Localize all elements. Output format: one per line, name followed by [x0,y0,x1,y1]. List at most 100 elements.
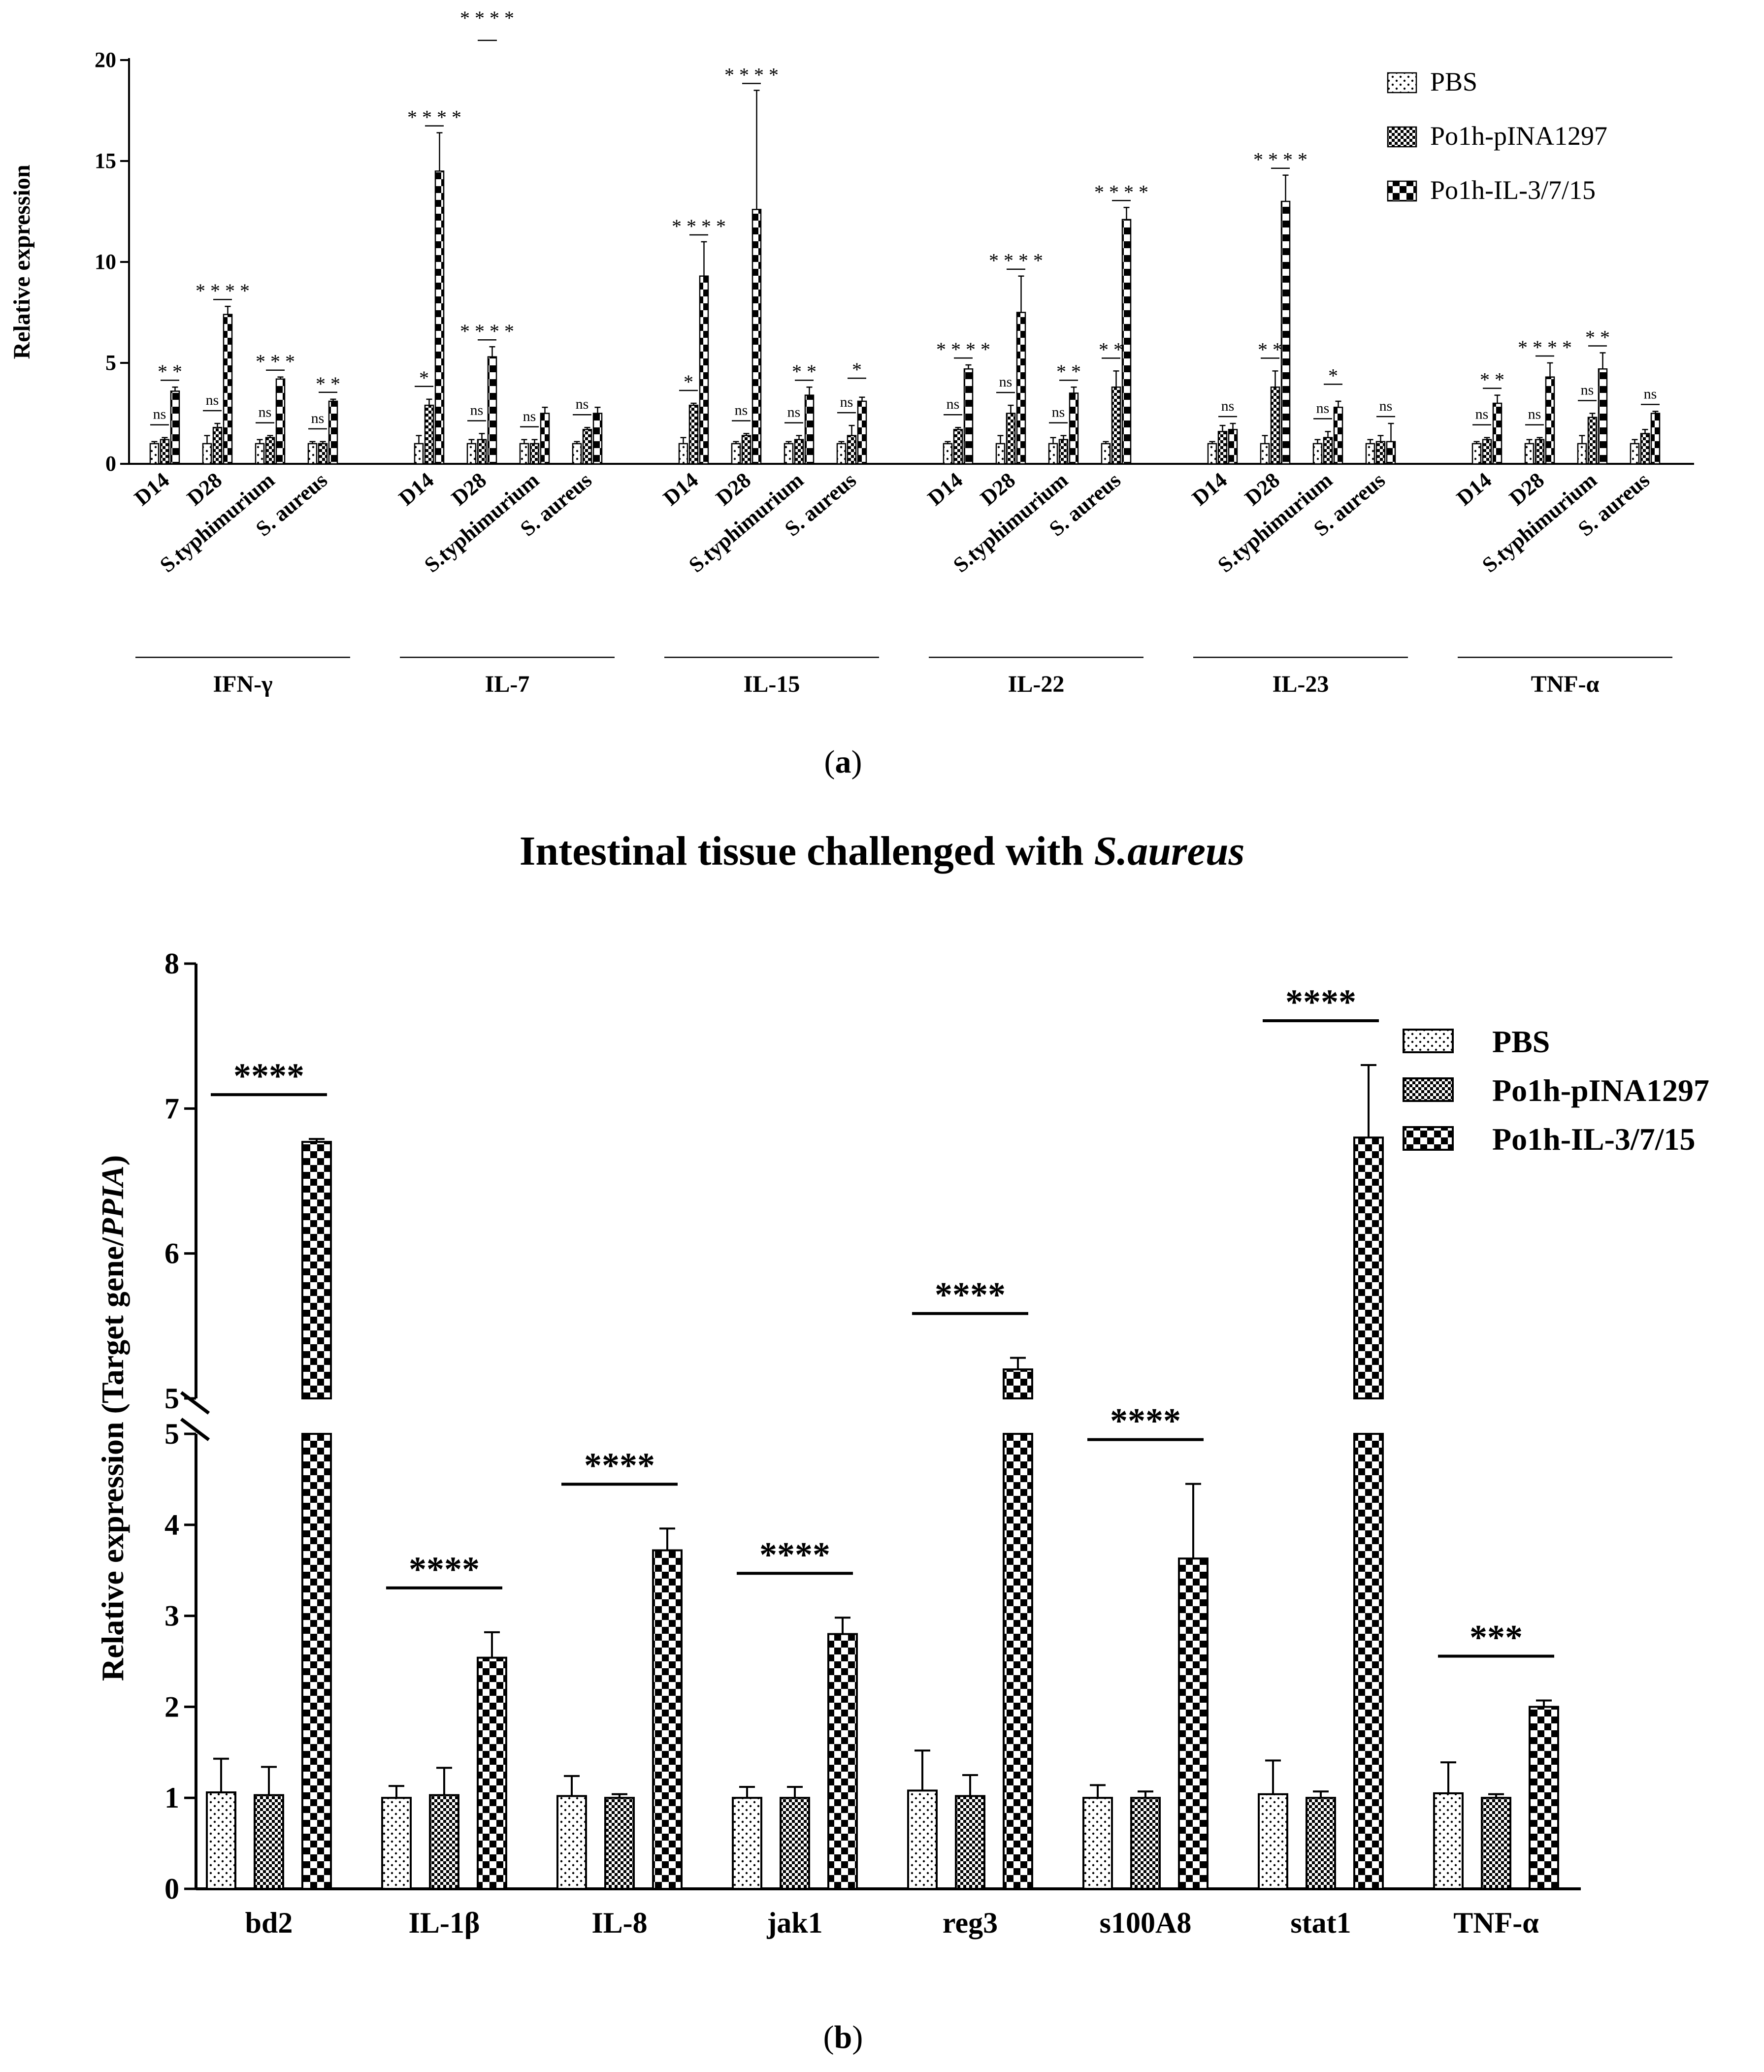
bar [170,390,180,465]
sig-label: **** [584,1446,655,1485]
bar [907,1789,938,1890]
bar [1069,392,1079,465]
bar [1228,429,1238,465]
bar [1323,437,1333,465]
x-tick-label: D28 [711,468,755,510]
sig-label: ns [1581,382,1594,398]
y-tick-label: 0 [164,1873,179,1905]
x-tick-label: D14 [658,468,703,510]
bar [1353,1136,1384,1399]
x-tick-label: IL-1β [409,1907,480,1939]
legend-label: Po1h-IL-3/7/15 [1492,1122,1695,1157]
sig-label: * * [1480,369,1504,391]
sig-label: * [1328,364,1338,387]
y-tick-label: 5 [164,1382,179,1415]
legend-swatch [1403,1077,1454,1102]
y-tick-label: 3 [164,1600,179,1632]
bar [414,443,424,465]
sig-label: * * * * [460,7,514,29]
bar [1433,1792,1464,1890]
legend-swatch [1387,180,1417,202]
x-tick-label: D14 [1452,468,1496,510]
sig-label: ns [1221,398,1235,414]
x-tick-label: jak1 [766,1907,822,1939]
bar [741,435,751,465]
bar [1260,443,1270,465]
axis-break-mark [180,1391,210,1415]
sig-label: * * * * [407,106,461,129]
chart-b-title-text: Intestinal tissue challenged with [519,828,1094,874]
sig-label: * * [1258,338,1282,360]
bar [780,1797,810,1890]
bar [827,1633,858,1890]
sig-label: ns [1528,406,1541,422]
y-tick-label: 1 [164,1781,179,1814]
group-label: IL-23 [1273,671,1329,697]
bar [963,368,974,465]
bar [943,443,953,465]
bar [477,1656,507,1890]
bar [1630,443,1640,465]
x-tick-label: stat1 [1290,1907,1351,1939]
legend-label: PBS [1430,67,1477,97]
y-tick-label: 5 [105,351,116,375]
x-tick-label: D14 [1187,468,1232,510]
y-tick-label: 5 [164,1418,179,1450]
y-tick-label: 4 [164,1509,179,1541]
bar [731,443,741,465]
y-axis-label: Relative expression (Target gene/PPIA) [95,1155,130,1681]
sig-label: ns [576,396,589,412]
sig-label: **** [759,1535,830,1574]
x-tick-label: D14 [923,468,967,510]
sig-label: * [852,358,862,381]
bar [804,394,815,465]
bar [1386,441,1396,465]
sig-label: * * [316,373,340,395]
bar [1111,386,1121,465]
caption-b: (b) [823,2019,863,2055]
bar [1130,1797,1161,1890]
bar [149,443,160,465]
sig-label: * * [1056,360,1081,383]
bar [255,443,265,465]
bar [212,426,223,465]
bar [1058,439,1069,465]
y-tick-label: 2 [164,1690,179,1723]
sig-label: ns [1316,400,1330,416]
bar [519,443,529,465]
sig-label: * * * [256,351,295,373]
bar [1529,1706,1559,1890]
bar-lower-segment [1003,1433,1033,1890]
sig-label: * [419,367,429,389]
sig-label: ns [947,396,960,412]
x-tick-label: reg3 [943,1907,998,1939]
bar [1258,1793,1288,1890]
bar [1207,443,1217,465]
bar [1650,413,1661,465]
bar [604,1797,635,1890]
legend-swatch [1387,72,1417,94]
bar [1270,386,1280,465]
y-tick-label: 15 [95,149,116,173]
bar [582,429,592,465]
sig-label: ns [311,410,325,426]
bar [652,1549,683,1890]
sig-label: **** [1110,1401,1181,1441]
bar [328,400,338,465]
bar [1280,200,1291,465]
y-axis-label-part: Relative expression (Target gene/ [95,1237,130,1681]
legend-label: Po1h-IL-3/7/15 [1430,175,1596,205]
bar [1365,443,1375,465]
y-axis-label-part: PPIA [95,1166,130,1238]
caption-a: (a) [824,744,862,780]
sig-label: * * * * [724,64,779,86]
legend-swatch [1403,1126,1454,1151]
caption-b-letter: b [834,2019,852,2055]
x-tick-label: D28 [182,468,227,510]
bar [847,435,857,465]
sig-label: ns [153,406,166,422]
x-tick-label: D28 [976,468,1020,510]
group-label: IFN-γ [213,671,272,697]
bar [202,443,212,465]
